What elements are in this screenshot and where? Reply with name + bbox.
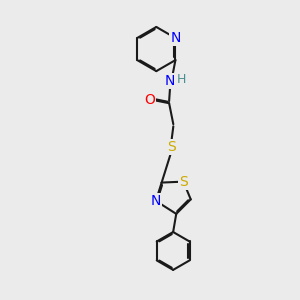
Text: O: O [144, 93, 155, 107]
Text: N: N [170, 31, 181, 45]
Text: N: N [151, 194, 161, 208]
Text: S: S [179, 175, 188, 189]
Text: S: S [167, 140, 176, 154]
Text: N: N [165, 74, 175, 88]
Text: H: H [176, 73, 186, 86]
